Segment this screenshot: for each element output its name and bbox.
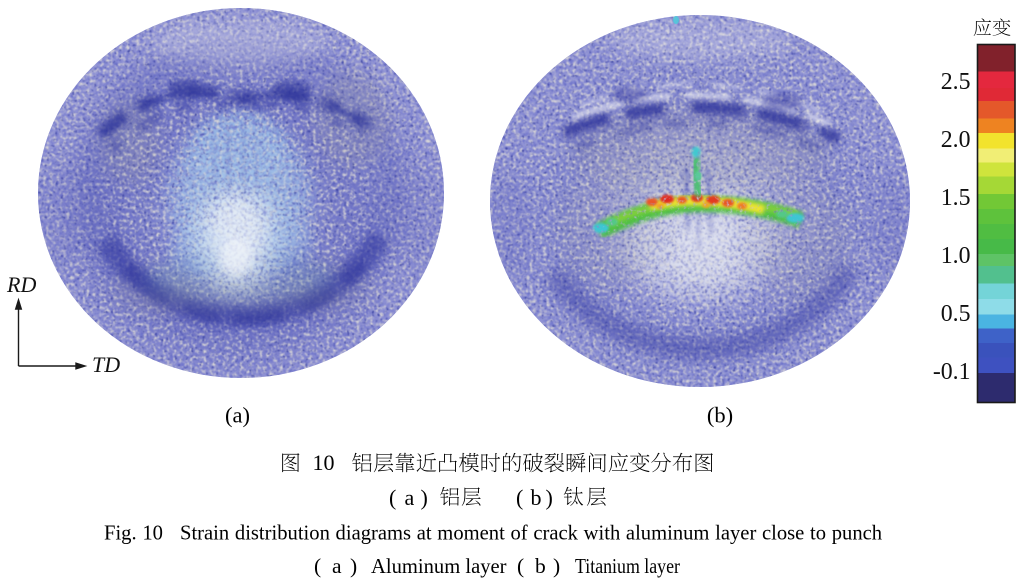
svg-text:1.0: 1.0 <box>941 243 971 269</box>
svg-text:(: ( <box>517 554 524 578</box>
svg-text:0.5: 0.5 <box>941 301 971 327</box>
svg-text:10: 10 <box>313 450 335 475</box>
svg-text:Titanium layer: Titanium layer <box>575 554 680 578</box>
svg-text:RD: RD <box>6 272 36 297</box>
svg-text:2.5: 2.5 <box>941 69 971 95</box>
svg-text:Fig. 10 Strain distribution: Fig. 10 Strain distribution diagrams at … <box>104 523 883 545</box>
svg-text:b: b <box>531 485 542 510</box>
svg-text:): ) <box>553 554 560 578</box>
svg-text:(: ( <box>516 485 523 510</box>
svg-text:-0.1: -0.1 <box>933 359 971 385</box>
svg-text:Aluminum layer: Aluminum layer <box>371 554 507 578</box>
svg-text:(: ( <box>314 554 321 578</box>
svg-text:(a): (a) <box>225 403 250 428</box>
svg-text:): ) <box>421 485 428 510</box>
svg-text:(b): (b) <box>707 403 733 428</box>
svg-text:a: a <box>405 485 415 510</box>
svg-text:TD: TD <box>92 352 120 377</box>
svg-text:): ) <box>546 485 553 510</box>
svg-text:1.5: 1.5 <box>941 185 971 211</box>
svg-text:): ) <box>350 554 357 578</box>
svg-text:a: a <box>332 554 342 578</box>
svg-text:(: ( <box>389 485 396 510</box>
svg-text:b: b <box>535 554 546 578</box>
svg-text:2.0: 2.0 <box>941 127 971 153</box>
